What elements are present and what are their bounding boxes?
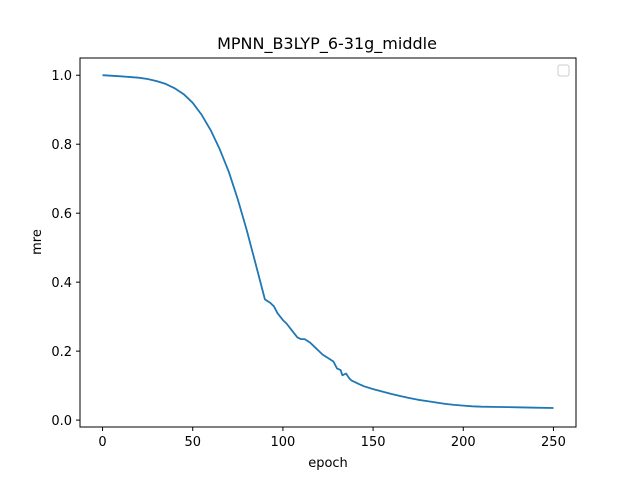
x-tick-label: 100 [270,435,295,450]
x-tick-label: 150 [361,435,386,450]
y-tick-label: 0.6 [51,207,72,222]
series-line [102,74,554,409]
y-tick-label: 0.8 [51,138,72,153]
y-tick-label: 0.4 [51,276,72,291]
x-tick-label: 250 [541,435,566,450]
y-axis-label: mre [30,229,45,255]
plot-frame [79,57,577,428]
plot-background [80,58,576,427]
y-tick-label: 0.0 [51,414,72,429]
legend [557,64,570,77]
chart-title: MPNN_B3LYP_6-31g_middle [217,34,437,54]
y-tick-label: 0.2 [51,345,72,360]
x-tick-label: 50 [184,435,201,450]
x-tick-label: 0 [98,435,106,450]
y-axis-ticks: 0.0 0.2 0.4 0.6 0.8 1.0 [51,69,80,429]
x-axis-label: epoch [308,456,348,471]
x-axis-ticks: 0 50 100 150 200 250 [98,427,566,450]
x-tick-label: 200 [451,435,476,450]
y-tick-label: 1.0 [51,69,72,84]
plot-area [80,58,576,427]
series-layer [102,74,554,409]
